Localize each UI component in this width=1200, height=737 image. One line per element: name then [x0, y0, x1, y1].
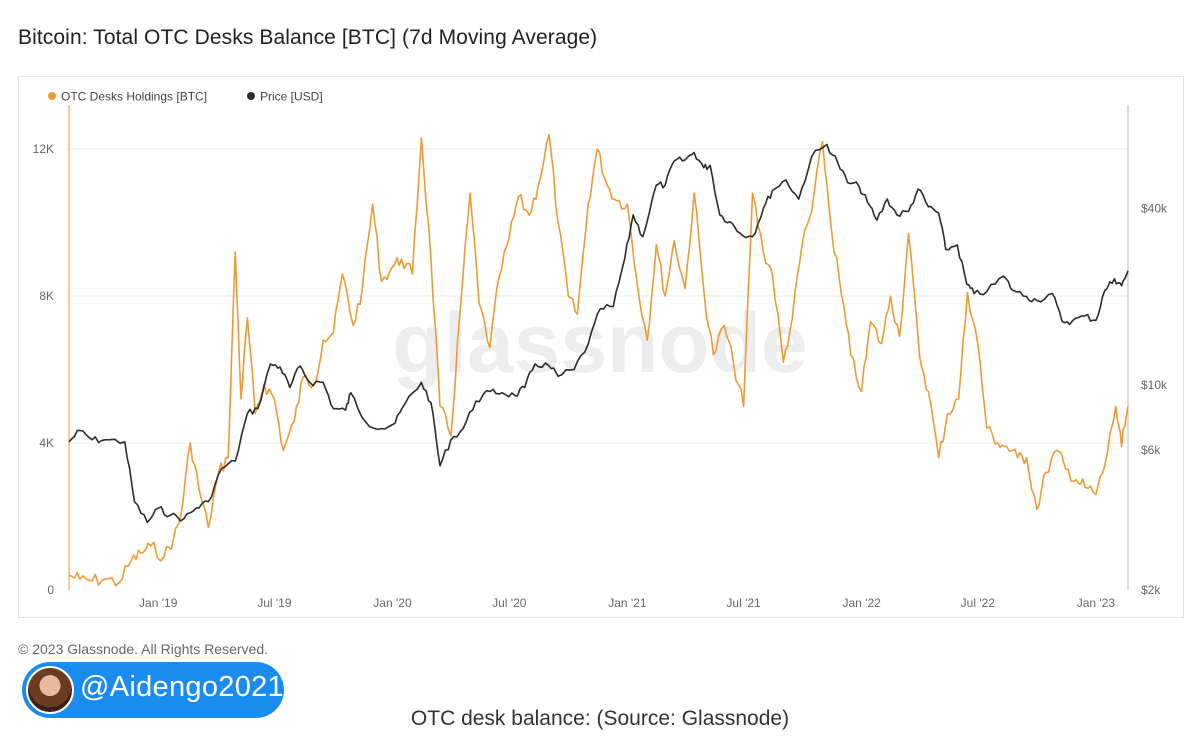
chart-grid	[69, 148, 1128, 444]
x-tick-label: Jan '20	[373, 596, 412, 610]
series-line-price	[68, 143, 1129, 524]
x-tick-label: Jul '22	[961, 596, 996, 610]
page-title: Bitcoin: Total OTC Desks Balance [BTC] (…	[18, 26, 598, 49]
x-tick-label: Jan '21	[608, 596, 647, 610]
series-layer	[68, 133, 1129, 587]
legend-marker-price	[247, 92, 255, 100]
copyright-text: © 2023 Glassnode. All Rights Reserved.	[18, 641, 269, 657]
x-tick-label: Jan '19	[139, 596, 178, 610]
right-tick-label: $2k	[1141, 583, 1161, 597]
chart-frame	[18, 76, 1184, 618]
legend: OTC Desks Holdings [BTC] Price [USD]	[48, 90, 323, 104]
x-tick-label: Jan '22	[842, 596, 881, 610]
x-axis: Jan '19 Jul '19 Jan '20 Jul '20 Jan '21 Jul '…	[68, 105, 1116, 610]
left-tick-label: 8K	[39, 289, 54, 303]
x-tick-label: Jul '19	[257, 596, 292, 610]
right-axis: $2k $6k $10k $40k	[1127, 105, 1168, 597]
right-tick-label: $6k	[1141, 443, 1161, 457]
glassnode-watermark: glassnode	[392, 296, 807, 390]
user-handle: @Aidengo2021	[80, 671, 284, 703]
legend-label-price: Price [USD]	[260, 90, 323, 104]
left-axis: 0 4K 8K 12K	[33, 142, 55, 597]
x-tick-label: Jan '23	[1077, 596, 1116, 610]
legend-item-holdings[interactable]: OTC Desks Holdings [BTC]	[48, 90, 207, 104]
left-tick-label: 0	[47, 583, 54, 597]
legend-label-holdings: OTC Desks Holdings [BTC]	[61, 90, 207, 104]
avatar-icon	[26, 666, 74, 714]
x-tick-label: Jul '20	[492, 596, 527, 610]
left-tick-label: 12K	[33, 142, 54, 156]
legend-item-price[interactable]: Price [USD]	[247, 90, 323, 104]
left-tick-label: 4K	[39, 436, 54, 450]
x-tick-label: Jul '21	[726, 596, 761, 610]
right-tick-label: $40k	[1141, 201, 1168, 215]
right-tick-label: $10k	[1141, 378, 1168, 392]
legend-marker-holdings	[48, 92, 56, 100]
image-caption: OTC desk balance: (Source: Glassnode)	[410, 707, 790, 730]
user-badge[interactable]: @Aidengo2021	[22, 662, 284, 718]
series-line-holdings	[68, 133, 1129, 587]
